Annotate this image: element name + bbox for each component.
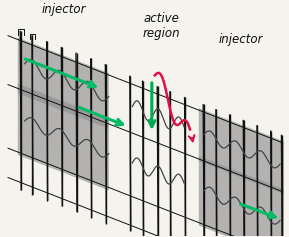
Text: injector: injector — [218, 32, 263, 46]
Polygon shape — [18, 38, 109, 129]
Polygon shape — [18, 84, 109, 191]
Polygon shape — [199, 108, 284, 194]
Text: injector: injector — [42, 3, 86, 16]
Text: active
region: active region — [143, 12, 180, 40]
Polygon shape — [199, 156, 284, 237]
